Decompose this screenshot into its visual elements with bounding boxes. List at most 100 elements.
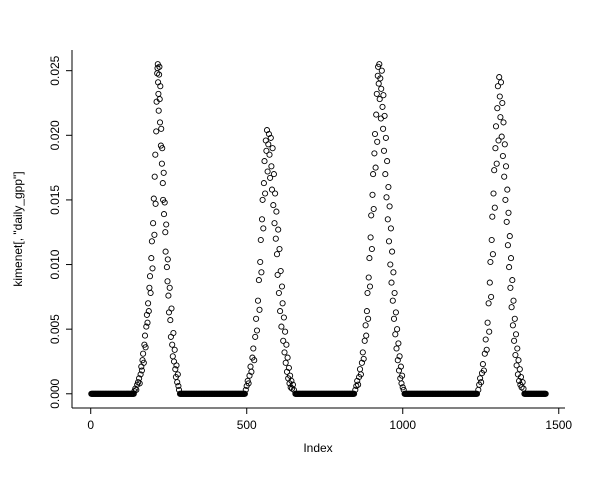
data-point xyxy=(137,371,144,378)
data-point xyxy=(391,289,398,297)
data-point xyxy=(159,145,166,152)
data-point xyxy=(369,191,376,198)
data-point xyxy=(363,308,370,315)
data-point xyxy=(265,141,272,148)
zero-data-point xyxy=(542,390,549,397)
data-point xyxy=(517,373,525,381)
data-point xyxy=(381,112,388,119)
data-point xyxy=(260,180,267,187)
data-point xyxy=(508,304,515,311)
data-point xyxy=(283,341,290,348)
data-point xyxy=(164,256,171,263)
data-point xyxy=(160,169,167,176)
data-point xyxy=(247,363,254,370)
data-point xyxy=(148,238,155,245)
data-point xyxy=(253,315,260,322)
data-point xyxy=(288,377,295,384)
data-point xyxy=(258,269,265,276)
data-point xyxy=(135,379,142,386)
data-point xyxy=(363,332,370,339)
data-point xyxy=(153,128,160,135)
data-point xyxy=(495,137,502,144)
data-point xyxy=(370,171,377,178)
data-point xyxy=(278,323,285,330)
data-point xyxy=(250,345,257,352)
data-point xyxy=(163,264,170,271)
data-point xyxy=(375,80,382,87)
data-point xyxy=(376,96,383,103)
data-point xyxy=(267,174,274,181)
data-point xyxy=(383,194,390,201)
data-point xyxy=(497,79,505,86)
data-point xyxy=(156,96,163,103)
data-point xyxy=(370,205,377,213)
data-point xyxy=(496,93,503,100)
data-point xyxy=(141,332,149,339)
data-point xyxy=(261,158,268,165)
data-point xyxy=(149,265,156,272)
data-point xyxy=(254,297,262,304)
data-point xyxy=(513,362,520,369)
data-point xyxy=(368,212,375,219)
data-point xyxy=(378,67,385,74)
data-point xyxy=(285,364,292,371)
data-point xyxy=(366,255,373,262)
data-point xyxy=(166,284,173,291)
data-point xyxy=(164,278,171,285)
data-point xyxy=(373,90,380,97)
data-point xyxy=(500,119,507,126)
data-point xyxy=(273,208,280,215)
data-point xyxy=(357,371,364,378)
data-point xyxy=(271,220,278,227)
data-point xyxy=(492,145,499,152)
data-point xyxy=(510,297,517,304)
data-point xyxy=(387,225,394,232)
data-point xyxy=(169,353,176,360)
data-point xyxy=(140,350,147,357)
data-point xyxy=(274,271,281,278)
data-point xyxy=(252,333,259,340)
data-point xyxy=(355,381,362,388)
data-point xyxy=(136,380,143,387)
data-point xyxy=(151,231,158,238)
data-point xyxy=(277,267,284,275)
data-point xyxy=(507,255,515,262)
data-point xyxy=(155,107,162,114)
data-point xyxy=(143,323,150,330)
data-point xyxy=(364,289,371,297)
data-point xyxy=(514,345,521,352)
data-point xyxy=(142,344,149,351)
data-point xyxy=(270,202,277,209)
data-point xyxy=(390,315,398,322)
data-point xyxy=(253,327,261,334)
data-point xyxy=(374,138,381,145)
data-point xyxy=(282,359,289,366)
data-point xyxy=(361,337,368,344)
data-point xyxy=(248,368,255,375)
data-point xyxy=(146,273,154,280)
data-point xyxy=(512,331,520,338)
zero-data-point xyxy=(241,390,248,397)
data-point xyxy=(488,293,495,300)
data-point xyxy=(382,171,389,178)
data-point xyxy=(157,83,164,90)
data-point xyxy=(258,216,266,223)
y-tick-label: 0.000 xyxy=(48,378,62,408)
data-point xyxy=(169,341,176,348)
data-point xyxy=(175,382,182,390)
data-point xyxy=(494,83,501,90)
data-point xyxy=(482,336,489,343)
data-point xyxy=(174,379,181,386)
data-point xyxy=(516,366,523,373)
x-tick-label: 500 xyxy=(237,418,257,432)
data-point xyxy=(503,218,510,225)
data-point xyxy=(395,340,402,347)
data-point xyxy=(394,326,401,333)
data-point xyxy=(158,160,165,167)
data-point xyxy=(502,163,510,170)
data-point xyxy=(281,349,288,356)
data-point xyxy=(479,361,486,368)
data-point xyxy=(515,357,522,364)
data-point xyxy=(371,130,379,138)
